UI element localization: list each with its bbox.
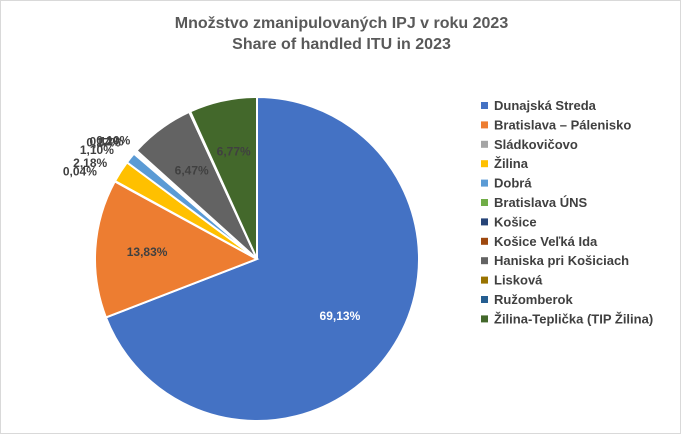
- legend-label-6: Bratislava ÚNS: [494, 195, 588, 210]
- legend-label-7: Košice: [494, 214, 537, 229]
- data-label-8: 0,10%: [96, 133, 130, 147]
- legend-swatch-7: [481, 218, 488, 226]
- legend-swatch-6: [481, 199, 488, 206]
- data-label-6: 0,17%: [86, 136, 120, 150]
- legend-label-11: Ružomberok: [494, 292, 574, 307]
- legend-swatch-11: [481, 296, 488, 303]
- legend-swatch-1: [481, 102, 488, 109]
- legend-label-12: Žilina-Teplička (TIP Žilina): [494, 311, 653, 326]
- legend-swatch-5: [481, 179, 488, 187]
- chart-title: Množstvo zmanipulovaných IPJ v roku 2023: [174, 15, 509, 32]
- legend-swatch-9: [481, 257, 488, 265]
- pie-slice-1: [104, 95, 420, 422]
- legend-swatch-8: [481, 237, 488, 245]
- legend-label-8: Košice Veľká Ida: [494, 234, 598, 249]
- data-label-7: 0,12%: [89, 134, 123, 148]
- legend-label-10: Lisková: [494, 273, 543, 288]
- data-label-9: 6,47%: [175, 163, 209, 177]
- legend-swatch-3: [481, 140, 488, 148]
- legend-swatch-2: [481, 121, 488, 129]
- legend-swatch-10: [481, 276, 488, 284]
- data-label-12: 6,77%: [217, 144, 251, 158]
- data-label-1: 69,13%: [320, 309, 361, 323]
- legend-label-2: Bratislava – Pálenisko: [494, 117, 631, 132]
- legend-label-3: Sládkovičovo: [494, 137, 578, 152]
- data-label-4: 2,18%: [73, 156, 107, 170]
- legend-label-5: Dobrá: [494, 176, 532, 191]
- chart-subtitle: Share of handled ITU in 2023: [232, 36, 451, 53]
- legend-label-9: Haniska pri Košiciach: [494, 253, 629, 268]
- pie-slice-2: [94, 180, 260, 319]
- legend-swatch-12: [481, 315, 488, 323]
- data-label-2: 13,83%: [127, 245, 168, 259]
- legend-label-4: Žilina: [494, 156, 529, 171]
- legend-label-1: Dunajská Streda: [494, 98, 597, 113]
- data-label-5: 1,10%: [80, 143, 114, 157]
- pie-slice-12: [188, 95, 258, 260]
- data-label-3: 0,04%: [63, 165, 97, 179]
- legend-swatch-4: [481, 160, 488, 168]
